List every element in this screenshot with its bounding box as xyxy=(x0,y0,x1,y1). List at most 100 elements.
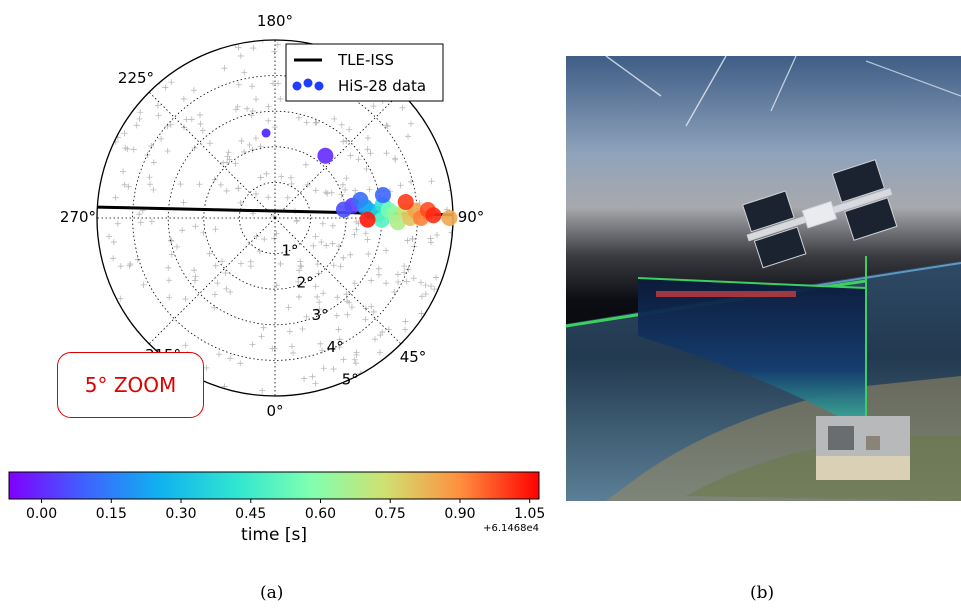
noise-cross xyxy=(182,342,189,349)
noise-cross xyxy=(212,226,219,233)
noise-cross xyxy=(410,275,417,282)
noise-cross xyxy=(121,181,128,188)
grid-circle xyxy=(238,181,311,254)
noise-cross xyxy=(399,104,406,111)
noise-cross xyxy=(376,349,383,356)
noise-cross xyxy=(302,161,309,168)
noise-cross xyxy=(211,291,218,298)
noise-cross xyxy=(330,366,337,373)
noise-cross xyxy=(428,283,435,290)
noise-cross xyxy=(329,240,336,247)
noise-cross xyxy=(177,181,184,188)
noise-cross xyxy=(275,80,282,87)
noise-cross xyxy=(287,174,294,181)
noise-cross xyxy=(370,103,377,110)
noise-cross xyxy=(219,258,226,265)
noise-cross xyxy=(383,280,390,287)
noise-cross xyxy=(238,137,245,144)
noise-cross xyxy=(248,112,255,119)
noise-cross xyxy=(295,114,302,121)
noise-cross xyxy=(129,336,136,343)
noise-cross xyxy=(364,135,371,142)
radial-tick-label: 2° xyxy=(297,274,314,292)
noise-cross xyxy=(351,280,358,287)
noise-cross xyxy=(312,187,319,194)
zoom-annotation: 5° ZOOM xyxy=(57,352,204,418)
noise-cross xyxy=(392,156,399,163)
iss-scene xyxy=(566,56,961,501)
noise-cross xyxy=(154,102,161,109)
noise-cross xyxy=(211,176,218,183)
noise-cross xyxy=(384,123,391,130)
noise-cross xyxy=(422,282,429,289)
noise-cross xyxy=(340,356,347,363)
noise-cross xyxy=(328,189,335,196)
noise-cross xyxy=(394,388,401,395)
legend: TLE-ISS HiS-28 data xyxy=(285,43,444,102)
noise-cross xyxy=(269,345,276,352)
noise-cross xyxy=(252,190,259,197)
grid-spoke xyxy=(148,217,276,345)
colorbar-tick-label: 0.75 xyxy=(375,506,406,522)
colorbar-tick-label: 0.60 xyxy=(305,506,336,522)
noise-cross xyxy=(314,261,321,268)
noise-cross xyxy=(265,117,272,124)
noise-cross xyxy=(232,160,239,167)
noise-cross xyxy=(97,334,101,341)
noise-cross xyxy=(316,306,323,313)
noise-cross xyxy=(192,223,199,230)
noise-cross xyxy=(188,116,195,123)
noise-cross xyxy=(298,263,305,270)
noise-cross xyxy=(164,47,171,54)
noise-cross xyxy=(197,120,204,127)
noise-cross xyxy=(447,63,453,70)
noise-cross xyxy=(167,121,174,128)
noise-cross xyxy=(408,178,415,185)
noise-cross xyxy=(304,181,311,188)
colorbar-tick-label: 0.15 xyxy=(96,506,127,522)
noise-cross xyxy=(134,256,141,263)
noise-cross xyxy=(148,218,155,225)
data-point xyxy=(335,201,352,218)
noise-cross xyxy=(337,263,344,270)
data-point xyxy=(397,193,414,210)
noise-cross xyxy=(150,186,157,193)
noise-cross xyxy=(277,95,284,102)
noise-cross xyxy=(137,219,144,226)
noise-cross xyxy=(260,324,267,331)
noise-cross xyxy=(180,95,187,102)
noise-cross xyxy=(165,48,172,55)
noise-cross xyxy=(343,175,350,182)
angle-label-270: 270° xyxy=(60,208,96,226)
noise-cross xyxy=(150,159,157,166)
noise-cross xyxy=(403,278,410,285)
noise-cross xyxy=(397,182,404,189)
noise-cross xyxy=(317,340,324,347)
noise-cross xyxy=(273,230,280,237)
noise-cross xyxy=(418,293,425,300)
noise-cross xyxy=(147,181,154,188)
noise-cross xyxy=(120,168,127,175)
noise-cross xyxy=(346,126,353,133)
noise-cross xyxy=(340,138,347,145)
noise-cross xyxy=(413,329,420,336)
noise-cross xyxy=(114,220,121,227)
noise-cross xyxy=(237,52,244,59)
noise-cross xyxy=(352,360,359,367)
noise-cross xyxy=(401,263,408,270)
noise-cross xyxy=(265,194,272,201)
noise-cross xyxy=(168,79,175,86)
noise-cross xyxy=(247,258,254,265)
noise-cross xyxy=(353,351,360,358)
data-point xyxy=(317,147,334,164)
noise-cross xyxy=(163,45,170,52)
noise-cross xyxy=(121,130,128,137)
legend-entry-his28: HiS-28 data xyxy=(338,77,426,95)
noise-cross xyxy=(237,360,244,367)
noise-cross xyxy=(271,48,278,55)
noise-cross xyxy=(312,233,319,240)
noise-cross xyxy=(419,321,426,328)
noise-cross xyxy=(309,373,316,380)
noise-cross xyxy=(394,271,401,278)
